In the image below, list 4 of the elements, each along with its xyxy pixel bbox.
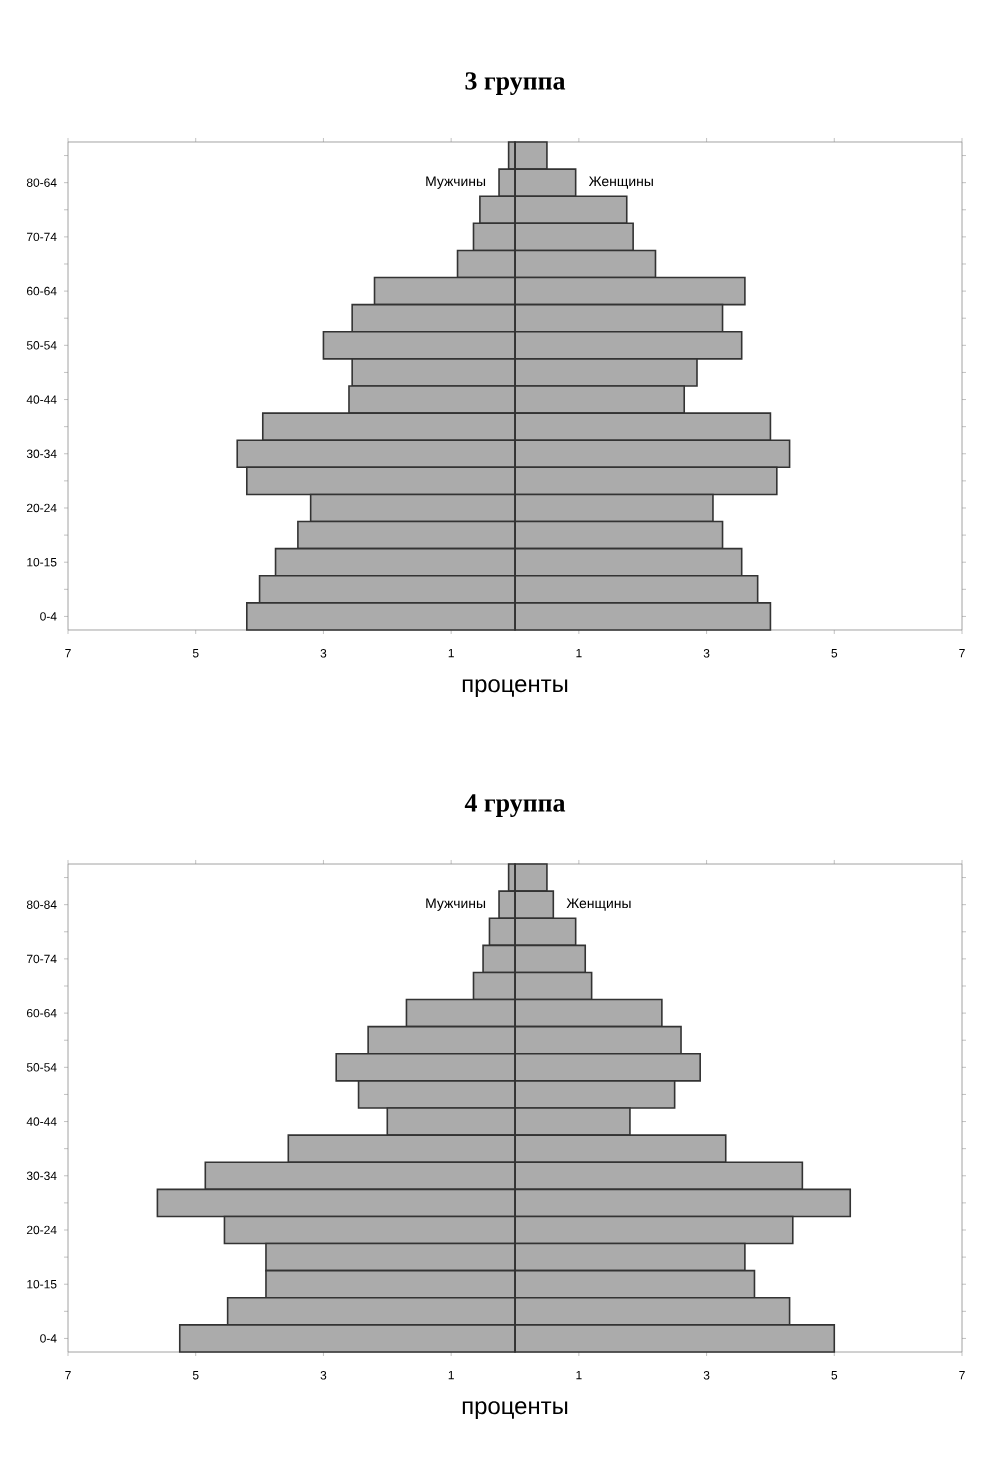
x-axis-title: проценты [462,679,568,698]
chart-title: 3 группа [465,72,566,95]
chart-title: 4 группа [464,794,566,817]
x-axis-title: проценты [462,1401,568,1420]
